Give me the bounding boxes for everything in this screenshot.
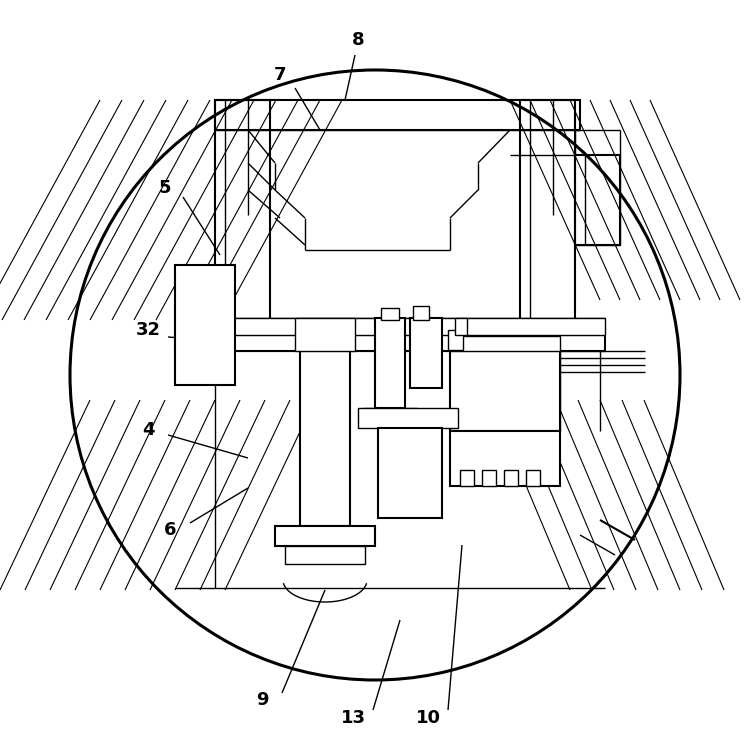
Bar <box>375 318 405 408</box>
Bar <box>482 470 496 486</box>
Bar <box>275 526 375 546</box>
Bar <box>410 318 442 388</box>
Text: 6: 6 <box>164 521 176 539</box>
Bar <box>448 330 463 350</box>
Text: 8: 8 <box>352 31 364 49</box>
Bar <box>450 336 560 351</box>
Text: 4: 4 <box>142 421 154 439</box>
Bar <box>175 335 605 351</box>
Bar <box>215 100 270 335</box>
Bar <box>460 470 474 486</box>
Bar <box>450 431 560 486</box>
Bar <box>381 308 399 320</box>
Text: 13: 13 <box>340 709 365 727</box>
Text: 10: 10 <box>416 709 440 727</box>
Bar <box>455 318 467 335</box>
Bar <box>300 351 350 526</box>
Bar <box>175 318 605 335</box>
Bar <box>378 428 442 518</box>
Bar <box>363 408 417 424</box>
Bar <box>520 100 575 335</box>
Text: 32: 32 <box>136 321 160 339</box>
Bar <box>504 470 518 486</box>
Text: 5: 5 <box>159 179 171 197</box>
Text: 9: 9 <box>256 691 268 709</box>
Bar <box>526 470 540 486</box>
Bar <box>215 100 580 130</box>
Bar <box>295 318 355 351</box>
Bar <box>413 306 429 320</box>
Bar <box>358 408 458 428</box>
Text: 7: 7 <box>274 66 286 84</box>
Bar <box>450 351 560 431</box>
Bar <box>175 265 235 385</box>
Bar <box>575 155 620 245</box>
Bar <box>285 546 365 564</box>
